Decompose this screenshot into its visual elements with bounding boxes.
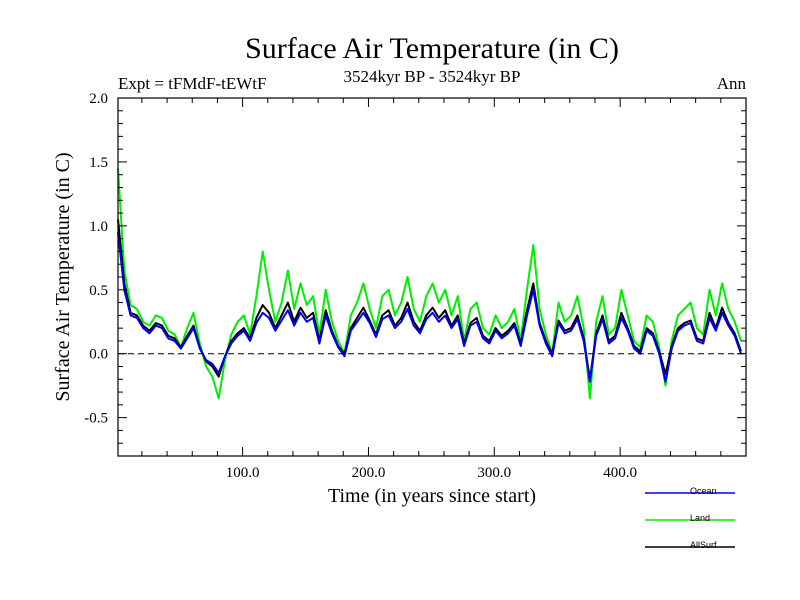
x-tick-labels: 100.0 200.0 300.0 400.0: [226, 465, 637, 481]
x-tick-label: 200.0: [352, 465, 386, 481]
x-tick-label: 400.0: [603, 465, 637, 481]
legend-label-allsurf: AllSurf: [690, 540, 717, 550]
plot-series: [117, 168, 742, 400]
x-axis-label: Time (in years since start): [328, 485, 536, 507]
legend: Ocean Land AllSurf: [645, 486, 735, 550]
axis-ticks: [118, 97, 746, 457]
y-tick-label: 0.5: [89, 283, 108, 299]
series-line-allsurf: [117, 219, 742, 381]
x-tick-label: 300.0: [477, 465, 511, 481]
plot-frame: [117, 97, 747, 457]
x-tick-label: 100.0: [226, 465, 260, 481]
subtitle-right: Ann: [717, 74, 747, 93]
subtitle-left: Expt = tFMdF-tEWtF: [118, 74, 266, 93]
y-tick-label: 0.0: [89, 347, 108, 363]
chart-title: Surface Air Temperature (in C): [245, 32, 619, 65]
y-tick-label: 1.5: [89, 155, 108, 171]
y-tick-labels: -0.5 0.0 0.5 1.0 1.5 2.0: [84, 91, 108, 427]
y-tick-label: 1.0: [89, 219, 108, 235]
y-tick-label: -0.5: [84, 411, 108, 427]
series-line-ocean: [117, 232, 742, 383]
legend-label-ocean: Ocean: [690, 486, 717, 496]
legend-label-land: Land: [690, 513, 710, 523]
subtitle-center: 3524kyr BP - 3524kyr BP: [344, 67, 521, 86]
y-tick-label: 2.0: [89, 91, 108, 107]
y-axis-label: Surface Air Temperature (in C): [52, 152, 74, 401]
series-line-land: [117, 168, 742, 400]
